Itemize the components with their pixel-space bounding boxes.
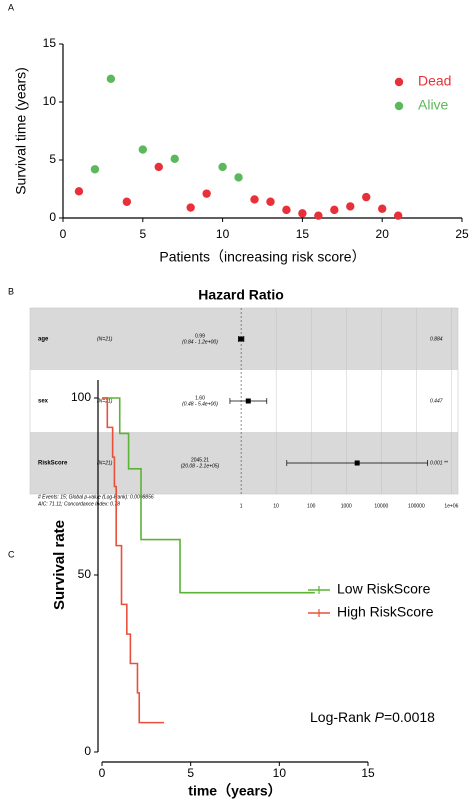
n-label: (N=21) <box>97 460 113 466</box>
y-tick-label: 0 <box>84 744 91 758</box>
point <box>74 187 84 196</box>
y-tick-label: 5 <box>49 152 56 166</box>
estimate-point <box>245 398 251 404</box>
ci-label: (0.84 - 1.2e+00) <box>182 339 218 345</box>
row-label: RiskScore <box>38 461 68 467</box>
chart-title: Hazard Ratio <box>198 287 284 303</box>
ci-label: (0.48 - 5.4e+00) <box>182 401 218 407</box>
legend-marker <box>394 101 404 111</box>
annotation-part: =0.0018 <box>384 709 435 725</box>
row-label: age <box>38 337 49 343</box>
x-tick-label: 100000 <box>408 503 425 509</box>
point <box>393 211 403 220</box>
estimate-label: 2045.21 <box>191 457 209 463</box>
p-label: 0.884 <box>430 336 443 342</box>
point <box>298 209 307 218</box>
x-tick-label: 1000 <box>341 503 352 509</box>
point <box>314 211 323 220</box>
estimate-point <box>354 460 360 466</box>
panel-label: C <box>8 549 15 559</box>
annotation-part: P <box>375 709 385 725</box>
legend-label: Low RiskScore <box>337 581 431 597</box>
x-tick-label: 1e+06 <box>444 503 458 509</box>
y-tick-label: 0 <box>49 210 56 224</box>
p-label: 0.001 ** <box>430 460 449 466</box>
y-tick-label: 10 <box>43 94 57 108</box>
point <box>90 165 100 174</box>
x-tick-label: 10 <box>273 503 279 509</box>
y-tick-label: 50 <box>78 567 92 581</box>
footnote: AIC: 71.11; Concordance Index: 0.78 <box>37 501 120 507</box>
point <box>186 203 195 212</box>
x-tick-label: 0 <box>99 766 106 780</box>
x-tick-label: 10000 <box>374 503 388 509</box>
panel-label: A <box>8 2 14 12</box>
legend-marker <box>394 77 404 87</box>
y-axis-label: Survival rate <box>51 520 68 610</box>
annotation-part: Log-Rank <box>310 709 375 725</box>
survival-curve <box>102 397 165 724</box>
point <box>106 74 116 84</box>
point <box>218 162 227 172</box>
point <box>138 145 147 154</box>
legend-label: Alive <box>418 97 449 113</box>
point <box>122 197 132 206</box>
x-axis-label: Patients（increasing risk score） <box>159 249 365 265</box>
point <box>202 189 211 198</box>
point <box>266 197 275 206</box>
estimate-point <box>238 336 244 342</box>
point <box>154 162 163 172</box>
point <box>330 205 339 215</box>
x-tick-label: 15 <box>361 766 375 780</box>
panel-label: B <box>8 286 14 296</box>
y-axis-label: Survival time (years) <box>13 67 29 195</box>
estimate-label: 0.99 <box>195 333 205 339</box>
x-tick-label: 20 <box>376 227 390 241</box>
annotation: Log-Rank P=0.0018 <box>310 709 435 725</box>
x-axis-label: time（years） <box>188 783 281 799</box>
survival-curve <box>102 397 315 594</box>
point <box>234 173 243 182</box>
legend-label: High RiskScore <box>337 604 434 620</box>
x-tick-label: 10 <box>216 227 230 241</box>
point <box>378 204 387 213</box>
x-tick-label: 15 <box>296 227 310 241</box>
point <box>346 202 355 211</box>
point <box>170 154 179 164</box>
footnote: # Events: 15; Global p-value (Log-Rank):… <box>38 494 154 500</box>
x-tick-label: 0 <box>60 227 67 241</box>
x-tick-label: 1 <box>240 503 243 509</box>
n-label: (N=21) <box>97 398 113 404</box>
point <box>250 195 259 204</box>
x-tick-label: 5 <box>139 227 146 241</box>
x-tick-label: 25 <box>455 227 469 241</box>
ci-label: (20.08 - 2.1e+05) <box>181 463 220 469</box>
point <box>282 205 291 215</box>
legend-label: Dead <box>418 73 451 89</box>
row-label: sex <box>38 399 49 405</box>
x-tick-label: 10 <box>273 766 287 780</box>
point <box>362 192 371 202</box>
estimate-label: 1.60 <box>195 395 205 401</box>
n-label: (N=21) <box>97 336 113 342</box>
y-tick-label: 15 <box>43 36 57 50</box>
p-label: 0.447 <box>430 398 443 404</box>
y-tick-label: 100 <box>71 390 91 404</box>
plot-frame <box>29 307 459 495</box>
x-tick-label: 100 <box>307 503 316 509</box>
x-tick-label: 5 <box>187 766 194 780</box>
